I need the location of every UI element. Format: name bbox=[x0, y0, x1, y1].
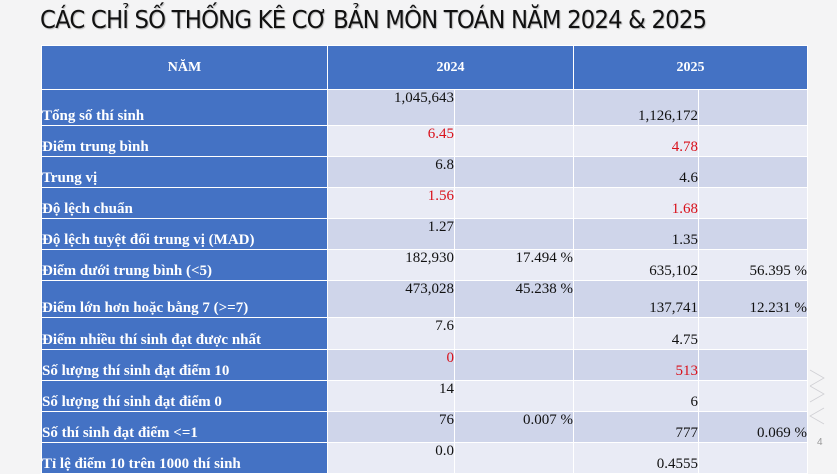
header-2024: 2024 bbox=[327, 45, 574, 90]
decorative-lines-icon bbox=[809, 369, 825, 425]
table-row: Điểm nhiều thí sinh đạt được nhất 7.6 4.… bbox=[41, 317, 808, 350]
row-label: Số thí sinh đạt điểm <=1 bbox=[41, 411, 328, 443]
statistics-table: NĂM 2024 2025 Tổng số thí sinh 1,045,643… bbox=[41, 45, 808, 474]
row-label: Điểm trung bình bbox=[41, 125, 328, 157]
value-2024: 182,930 bbox=[327, 249, 455, 281]
table-row: Độ lệch chuẩn 1.56 1.68 bbox=[41, 187, 808, 219]
percent-2025: 56.395 % bbox=[698, 249, 808, 281]
table-row: Tổng số thí sinh 1,045,643 1,126,172 bbox=[41, 89, 808, 126]
row-label: Độ lệch tuyệt đối trung vị (MAD) bbox=[41, 218, 328, 250]
row-label: Điểm nhiều thí sinh đạt được nhất bbox=[41, 317, 328, 350]
header-2025: 2025 bbox=[573, 45, 808, 90]
row-label: Điểm dưới trung bình (<5) bbox=[41, 249, 328, 281]
percent-2025 bbox=[698, 218, 808, 250]
table-row: Số thí sinh đạt điểm <=1 76 0.007 % 777 … bbox=[41, 411, 808, 443]
value-2024: 14 bbox=[327, 380, 455, 412]
table-row: Điểm dưới trung bình (<5) 182,930 17.494… bbox=[41, 249, 808, 281]
percent-2025: 0.069 % bbox=[698, 411, 808, 443]
percent-2025 bbox=[698, 89, 808, 126]
value-2025: 6 bbox=[573, 380, 699, 412]
percent-2024 bbox=[454, 380, 574, 412]
value-2024: 76 bbox=[327, 411, 455, 443]
value-2024: 0 bbox=[327, 349, 455, 381]
header-year-label: NĂM bbox=[41, 45, 328, 90]
table-row: Trung vị 6.8 4.6 bbox=[41, 156, 808, 188]
percent-2024 bbox=[454, 125, 574, 157]
percent-2025: 12.231 % bbox=[698, 280, 808, 318]
percent-2024 bbox=[454, 89, 574, 126]
slide-title: CÁC CHỈ SỐ THỐNG KÊ CƠ BẢN MÔN TOÁN NĂM … bbox=[40, 5, 707, 34]
value-2024: 7.6 bbox=[327, 317, 455, 350]
table-row: Độ lệch tuyệt đối trung vị (MAD) 1.27 1.… bbox=[41, 218, 808, 250]
percent-2024 bbox=[454, 349, 574, 381]
row-label: Tổng số thí sinh bbox=[41, 89, 328, 126]
percent-2025 bbox=[698, 380, 808, 412]
row-label: Trung vị bbox=[41, 156, 328, 188]
value-2025: 1.68 bbox=[573, 187, 699, 219]
table-row: Số lượng thí sinh đạt điểm 10 0 513 bbox=[41, 349, 808, 381]
percent-2024 bbox=[454, 218, 574, 250]
value-2025: 4.75 bbox=[573, 317, 699, 350]
percent-2024 bbox=[454, 187, 574, 219]
value-2025: 1,126,172 bbox=[573, 89, 699, 126]
row-label: Điểm lớn hơn hoặc bằng 7 (>=7) bbox=[41, 280, 328, 318]
row-label: Số lượng thí sinh đạt điểm 0 bbox=[41, 380, 328, 412]
percent-2025 bbox=[698, 187, 808, 219]
value-2024: 6.8 bbox=[327, 156, 455, 188]
value-2024: 473,028 bbox=[327, 280, 455, 318]
percent-2024: 17.494 % bbox=[454, 249, 574, 281]
table-row: Điểm lớn hơn hoặc bằng 7 (>=7) 473,028 4… bbox=[41, 280, 808, 318]
row-label: Số lượng thí sinh đạt điểm 10 bbox=[41, 349, 328, 381]
percent-2024: 45.238 % bbox=[454, 280, 574, 318]
value-2025: 137,741 bbox=[573, 280, 699, 318]
percent-2025 bbox=[698, 125, 808, 157]
value-2024: 1.27 bbox=[327, 218, 455, 250]
percent-2024 bbox=[454, 317, 574, 350]
value-2025: 4.78 bbox=[573, 125, 699, 157]
table-row: Số lượng thí sinh đạt điểm 0 14 6 bbox=[41, 380, 808, 412]
table-header-row: NĂM 2024 2025 bbox=[41, 45, 808, 90]
value-2024: 6.45 bbox=[327, 125, 455, 157]
percent-2025 bbox=[698, 317, 808, 350]
percent-2024: 0.007 % bbox=[454, 411, 574, 443]
page-number: 4 bbox=[817, 437, 823, 448]
percent-2025 bbox=[698, 156, 808, 188]
percent-2025 bbox=[698, 349, 808, 381]
value-2025: 635,102 bbox=[573, 249, 699, 281]
value-2025: 1.35 bbox=[573, 218, 699, 250]
percent-2024 bbox=[454, 156, 574, 188]
value-2024: 1.56 bbox=[327, 187, 455, 219]
row-label: Độ lệch chuẩn bbox=[41, 187, 328, 219]
value-2025: 513 bbox=[573, 349, 699, 381]
value-2025: 4.6 bbox=[573, 156, 699, 188]
table-row: Điểm trung bình 6.45 4.78 bbox=[41, 125, 808, 157]
value-2024: 1,045,643 bbox=[327, 89, 455, 126]
value-2025: 777 bbox=[573, 411, 699, 443]
